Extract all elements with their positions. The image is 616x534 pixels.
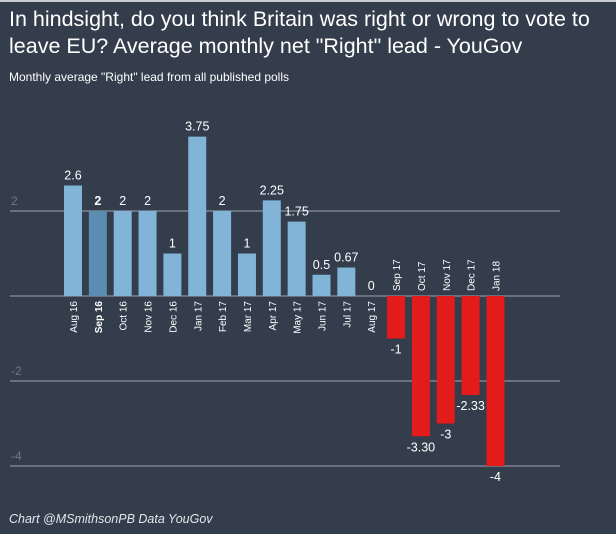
data-label: 2.6 <box>64 169 81 183</box>
data-label: 2 <box>94 194 101 208</box>
bar <box>436 296 455 424</box>
x-tick-label: Jan 18 <box>491 261 502 291</box>
x-tick-label: Mar 17 <box>243 301 254 333</box>
data-label: -2.33 <box>456 399 485 413</box>
bar <box>337 267 356 296</box>
bar <box>64 185 82 296</box>
bar <box>287 221 306 296</box>
data-label: 3.75 <box>185 120 209 134</box>
x-tick-label: Oct 16 <box>119 301 130 331</box>
bar <box>237 253 256 296</box>
data-label: -4 <box>490 470 501 484</box>
chart-title: In hindsight, do you think Britain was r… <box>9 7 590 58</box>
data-label: -1 <box>390 343 401 357</box>
x-tick-label: May 17 <box>293 301 304 334</box>
x-tick-label: Nov 17 <box>442 259 453 291</box>
data-label: -3 <box>440 428 451 442</box>
chart-credit: Chart @MSmithsonPB Data YouGov <box>9 512 213 526</box>
bar <box>138 211 157 296</box>
y-tick-label: 2 <box>11 194 18 208</box>
bar <box>213 211 232 296</box>
x-tick-label: Nov 16 <box>144 301 155 333</box>
bar <box>486 296 505 466</box>
data-label: 1.75 <box>284 205 308 219</box>
bar <box>461 296 480 396</box>
data-label: 2 <box>119 194 126 208</box>
chart-subtitle: Monthly average "Right" lead from all pu… <box>9 70 290 84</box>
bar <box>88 211 107 296</box>
x-tick-label: Oct 17 <box>417 261 428 291</box>
x-tick-label: Dec 17 <box>467 259 478 291</box>
bar <box>113 211 132 296</box>
bar <box>188 136 207 296</box>
x-tick-label: Sep 16 <box>94 301 105 334</box>
x-tick-label: Sep 17 <box>392 259 403 291</box>
top-border <box>0 0 616 2</box>
bar <box>163 253 182 296</box>
x-tick-label: Jul 17 <box>342 301 353 328</box>
y-tick-label: -2 <box>11 364 22 378</box>
data-label: 1 <box>243 237 250 251</box>
bar <box>262 200 281 296</box>
data-label: 0.67 <box>334 251 358 265</box>
data-label: 0 <box>368 279 375 293</box>
x-tick-label: Apr 17 <box>268 301 279 331</box>
x-tick-label: Feb 17 <box>218 301 229 333</box>
x-tick-label: Dec 16 <box>168 301 179 333</box>
y-tick-label: -4 <box>11 449 22 463</box>
data-label: 2.25 <box>260 183 284 197</box>
bar <box>312 274 331 296</box>
x-tick-label: Jan 17 <box>193 301 204 331</box>
x-tick-label: Jun 17 <box>318 301 329 331</box>
data-label: -3.30 <box>407 440 436 454</box>
bar <box>411 296 430 437</box>
data-label: 0.5 <box>313 258 330 272</box>
bar <box>387 296 406 339</box>
data-label: 2 <box>219 194 226 208</box>
data-label: 1 <box>169 237 176 251</box>
data-label: 2 <box>144 194 151 208</box>
x-tick-label: Aug 16 <box>69 301 80 333</box>
x-tick-label: Aug 17 <box>367 301 378 333</box>
